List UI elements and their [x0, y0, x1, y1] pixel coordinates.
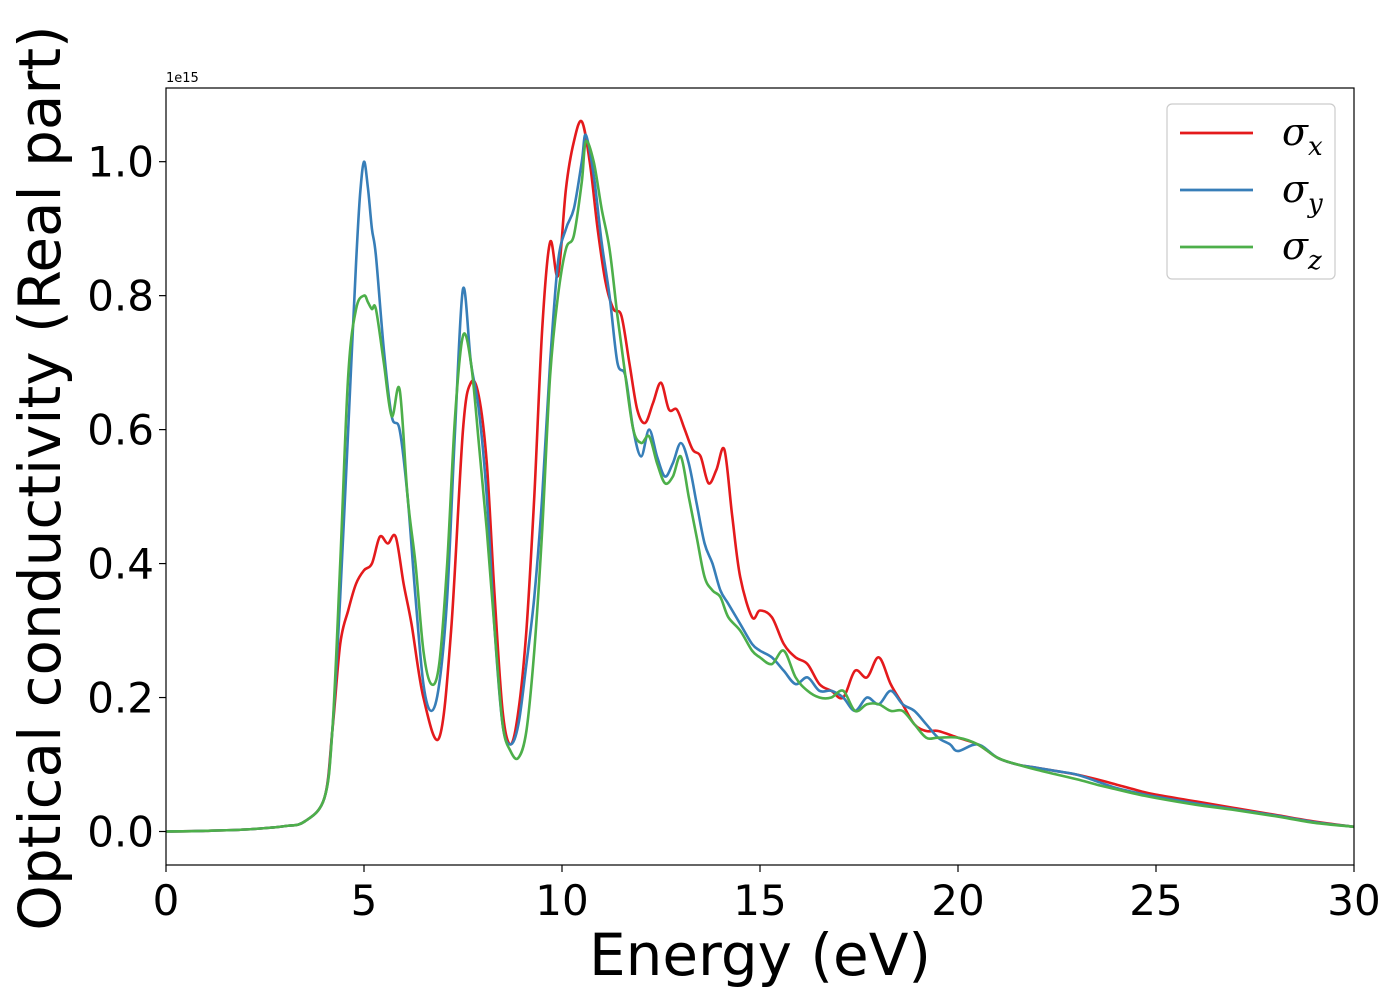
y-tick-label: 1.0	[87, 138, 154, 187]
legend-symbol: σ	[1282, 224, 1309, 268]
series-line-z	[165, 139, 1355, 833]
y-tick-label: 0.2	[87, 674, 154, 723]
x-tick-label: 20	[931, 876, 984, 925]
legend-subscript: y	[1307, 189, 1323, 219]
series-line-x	[165, 119, 1355, 833]
y-tick-label: 0.6	[87, 406, 154, 455]
legend-label-y: σy	[1282, 167, 1323, 219]
x-tick-label: 30	[1327, 876, 1380, 925]
y-tick-label: 0.0	[87, 808, 154, 857]
legend-box	[1166, 103, 1336, 280]
series-line-y	[165, 133, 1355, 833]
legend-subscript: z	[1307, 246, 1322, 276]
legend-label-z: σz	[1282, 224, 1322, 276]
legend-subscript: x	[1308, 132, 1323, 162]
y-tick-label: 0.4	[87, 540, 154, 589]
plot-lines	[165, 119, 1355, 833]
x-axis-title: Energy (eV)	[589, 921, 931, 989]
x-tick-label: 15	[733, 876, 786, 925]
x-tick-label: 10	[535, 876, 588, 925]
legend-label-x: σx	[1282, 110, 1323, 162]
legend-symbol: σ	[1282, 167, 1309, 211]
y-axis-title: Optical conductivity (Real part)	[6, 25, 74, 930]
x-tick-label: 25	[1129, 876, 1182, 925]
x-tick-label: 0	[153, 876, 180, 925]
y-tick-label: 0.8	[87, 272, 154, 321]
y-axis: 0.0 0.2 0.4 0.6 0.8 1.0	[87, 138, 166, 857]
x-tick-label: 5	[351, 876, 378, 925]
y-axis-offset-label: 1e15	[166, 71, 199, 86]
legend-symbol: σ	[1282, 110, 1309, 154]
x-axis: 0 5 10 15 20 25 30	[153, 865, 1381, 925]
